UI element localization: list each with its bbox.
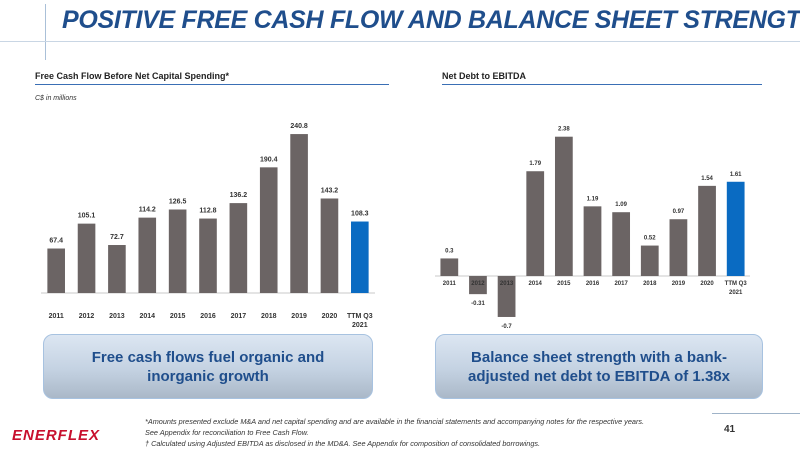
fcf-callout: Free cash flows fuel organic and inorgan… (43, 334, 373, 399)
fcf-tick-label: 2016 (200, 313, 216, 320)
debt-bar (526, 171, 545, 276)
fcf-data-label: 143.2 (321, 187, 339, 194)
fcf-section-title: Free Cash Flow Before Net Capital Spendi… (35, 71, 230, 81)
units-label: C$ in millions (35, 95, 77, 102)
footnote-1: *Amounts presented exclude M&A and net c… (145, 417, 645, 426)
debt-tick-label: 2015 (557, 281, 571, 287)
debt-bar (469, 276, 487, 295)
fcf-bar (290, 134, 308, 293)
debt-data-label: 1.79 (529, 161, 541, 167)
debt-data-label: 2.38 (558, 127, 570, 133)
debt-data-label: 1.54 (701, 176, 713, 182)
fcf-bar (259, 167, 278, 293)
fcf-data-label: 72.7 (110, 234, 124, 241)
debt-bar (583, 206, 602, 276)
debt-data-label: 0.97 (673, 209, 685, 215)
debt-data-label: 1.61 (730, 172, 742, 178)
debt-bar (440, 258, 459, 276)
fcf-bar (168, 209, 187, 293)
debt-bar (497, 276, 516, 317)
title-divider-vertical (45, 4, 46, 60)
fcf-bar (138, 217, 157, 293)
debt-data-label: -0.7 (501, 324, 512, 330)
fcf-tick-label: 2011 (49, 313, 64, 320)
fcf-data-label: 67.4 (49, 238, 63, 245)
fcf-data-label: 190.4 (260, 156, 278, 163)
footnote-2: See Appendix for reconciliation to Free … (145, 428, 309, 437)
fcf-data-label: 240.8 (290, 123, 308, 130)
page-number-rule (712, 413, 800, 414)
debt-section-rule (442, 84, 762, 85)
debt-callout: Balance sheet strength with a bank-adjus… (435, 334, 763, 399)
debt-bar (669, 219, 688, 276)
fcf-bar-chart: 67.4 2011 105.1 2012 72.7 2013 114.2 2014 126.5 2… (41, 123, 375, 329)
debt-tick-label: 2016 (586, 281, 600, 287)
fcf-tick-label: 2014 (139, 313, 155, 320)
footnotes: *Amounts presented exclude M&A and net c… (145, 416, 735, 449)
page-title: POSITIVE FREE CASH FLOW AND BALANCE SHEE… (62, 6, 800, 34)
fcf-section-rule (35, 84, 389, 85)
fcf-data-label: 136.2 (230, 192, 248, 199)
fcf-bar (351, 221, 369, 293)
debt-tick-label: 2017 (614, 281, 628, 287)
fcf-tick-label: 2013 (109, 313, 125, 320)
footnote-3: † Calculated using Adjusted EBITDA as di… (145, 439, 541, 448)
fcf-bar (108, 245, 126, 293)
debt-bar (698, 185, 716, 276)
fcf-bar (47, 248, 65, 293)
debt-tick-label: 2021 (729, 290, 743, 296)
fcf-data-label: 126.5 (169, 199, 187, 206)
fcf-tick-label: TTM Q3 (347, 313, 373, 320)
fcf-data-label: 105.1 (78, 213, 96, 220)
fcf-tick-label: 2017 (231, 313, 247, 320)
debt-data-label: 0.52 (644, 236, 656, 242)
debt-tick-label: 2018 (643, 281, 657, 287)
debt-tick-label: 2012 (471, 281, 485, 287)
fcf-data-label: 112.8 (199, 208, 216, 215)
fcf-bar (320, 198, 339, 293)
fcf-tick-label: 2015 (170, 313, 186, 320)
debt-tick-label: 2013 (500, 281, 514, 287)
debt-bar (640, 245, 659, 276)
fcf-callout-text: Free cash flows fuel organic and inorgan… (91, 348, 325, 385)
page-number: 41 (724, 424, 736, 435)
debt-section-title: Net Debt to EBITDA (442, 71, 526, 81)
debt-tick-label: TTM Q3 (725, 281, 748, 287)
fcf-tick-label: 2018 (261, 313, 277, 320)
enerflex-logo: ENERFLEX (12, 427, 101, 444)
debt-data-label: -0.31 (471, 301, 485, 307)
fcf-tick-label: 2021 (352, 322, 368, 329)
net-debt-ebitda-bar-chart: 0.3 2011 -0.31 2012 -0.7 2013 1.79 2014 2.38 2015… (435, 127, 750, 330)
fcf-bar (229, 203, 248, 293)
title-divider-horizontal (0, 41, 800, 42)
fcf-data-label: 114.2 (139, 207, 156, 214)
debt-bar (726, 181, 745, 276)
debt-tick-label: 2019 (672, 281, 686, 287)
debt-bar (612, 212, 631, 276)
fcf-tick-label: 2019 (291, 313, 307, 320)
debt-bar (554, 136, 573, 276)
fcf-tick-label: 2020 (322, 313, 338, 320)
debt-data-label: 0.3 (445, 248, 454, 254)
debt-tick-label: 2014 (529, 281, 543, 287)
debt-tick-label: 2020 (700, 281, 714, 287)
fcf-bar (77, 223, 96, 293)
debt-data-label: 1.09 (615, 202, 627, 208)
fcf-bar (199, 218, 217, 293)
fcf-tick-label: 2012 (79, 313, 95, 320)
debt-tick-label: 2011 (443, 281, 457, 287)
debt-data-label: 1.19 (587, 196, 599, 202)
fcf-data-label: 108.3 (351, 211, 369, 218)
debt-callout-text: Balance sheet strength with a bank-adjus… (468, 348, 730, 385)
